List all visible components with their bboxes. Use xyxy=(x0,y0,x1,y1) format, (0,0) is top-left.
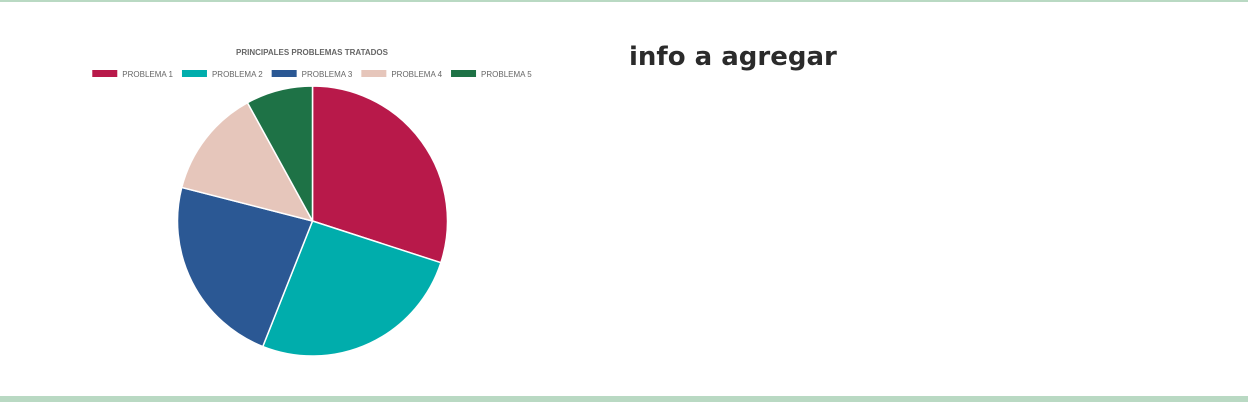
legend-swatch-1 xyxy=(92,70,118,77)
pie-chart: PRINCIPALES PROBLEMAS TRATADOS PROBLEMA … xyxy=(92,48,532,357)
pie-slice-3[interactable] xyxy=(176,186,314,348)
info-heading: info a agregar xyxy=(629,42,837,72)
chart-legend: PROBLEMA 1 PROBLEMA 2 PROBLEMA 3 PROBLEMA 4… xyxy=(92,70,532,79)
chart-title: PRINCIPALES PROBLEMAS TRATADOS xyxy=(236,48,389,57)
pie-slice-2[interactable] xyxy=(261,220,442,357)
legend-label-4: PROBLEMA 4 xyxy=(391,70,442,79)
legend-swatch-2 xyxy=(181,70,207,77)
legend-swatch-5 xyxy=(451,70,477,77)
legend-item-5[interactable]: PROBLEMA 5 xyxy=(451,70,532,79)
legend-label-5: PROBLEMA 5 xyxy=(481,70,532,79)
pie-slice-5[interactable] xyxy=(246,85,314,222)
pie-chart-panel: PRINCIPALES PROBLEMAS TRATADOS PROBLEMA … xyxy=(0,0,620,396)
legend-swatch-4 xyxy=(361,70,387,77)
pie-slices xyxy=(176,85,449,357)
bottom-border xyxy=(0,396,1248,402)
legend-label-3: PROBLEMA 3 xyxy=(302,70,353,79)
legend-item-3[interactable]: PROBLEMA 3 xyxy=(271,70,353,79)
legend-label-1: PROBLEMA 1 xyxy=(122,70,173,79)
legend-label-2: PROBLEMA 2 xyxy=(212,70,263,79)
pie-slice-4[interactable] xyxy=(180,101,314,223)
legend-swatch-3 xyxy=(271,70,297,77)
legend-item-2[interactable]: PROBLEMA 2 xyxy=(181,70,263,79)
legend-item-4[interactable]: PROBLEMA 4 xyxy=(361,70,443,79)
top-border xyxy=(0,0,1248,2)
pie-slice-1[interactable] xyxy=(311,85,449,264)
legend-item-1[interactable]: PROBLEMA 1 xyxy=(92,70,174,79)
